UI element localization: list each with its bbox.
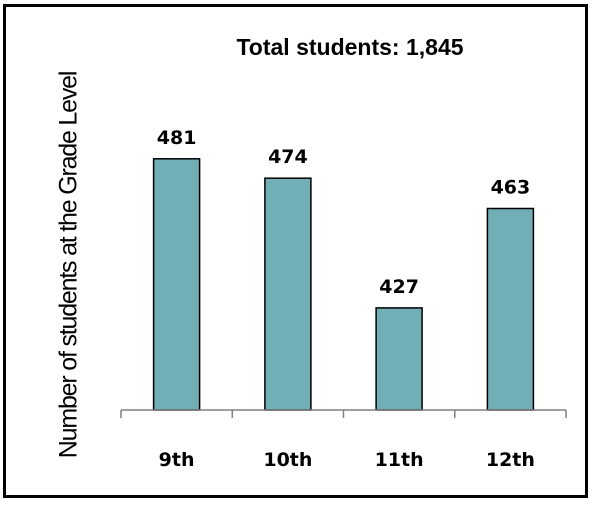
bar-9th [152, 158, 201, 411]
x-tick-label-11th: 11th [375, 449, 424, 471]
bars-group [152, 158, 535, 411]
x-axis [120, 409, 567, 418]
data-label-9th: 481 [157, 127, 197, 149]
data-label-12th: 463 [491, 177, 531, 199]
x-tick-label-10th: 10th [263, 449, 312, 471]
x-tick-label-9th: 9th [159, 449, 195, 471]
x-tick-label-12th: 12th [486, 449, 535, 471]
bar-11th [375, 307, 423, 411]
data-label-11th: 427 [379, 276, 419, 298]
data-label-10th: 474 [268, 146, 308, 168]
bar-12th [486, 207, 535, 411]
chart-title: Total students: 1,845 [236, 34, 464, 60]
labels-group: 481 9th 474 10th 427 11th 463 12th [157, 127, 535, 471]
bar-10th [264, 177, 312, 411]
